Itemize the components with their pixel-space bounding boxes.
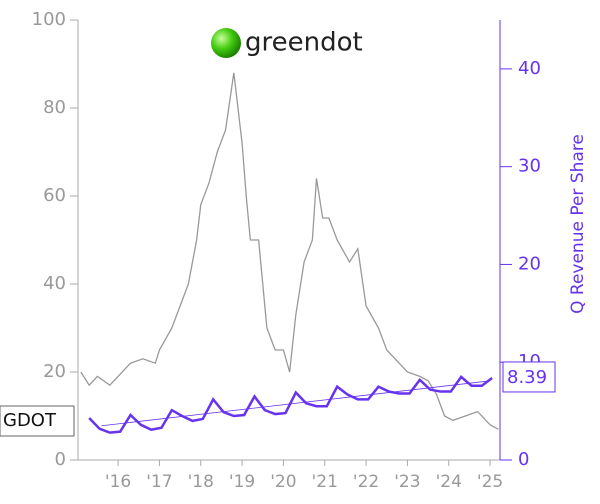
last-value-label: 8.39 — [507, 367, 547, 388]
logo-text: greendot — [245, 28, 363, 58]
y-tick-label: 20 — [43, 361, 66, 382]
y-tick-label: 100 — [32, 9, 66, 30]
series-line — [80, 72, 499, 430]
y2-axis-label: Q Revenue Per Share — [568, 134, 588, 314]
logo-icon — [211, 28, 241, 58]
x-tick-label: '20 — [270, 472, 296, 492]
y-tick-label: 40 — [43, 273, 66, 294]
y-tick-label: 80 — [43, 97, 66, 118]
y2-tick-label: 0 — [518, 449, 529, 470]
x-tick-label: '16 — [105, 472, 131, 492]
y-tick-label: 60 — [43, 185, 66, 206]
last-value-box — [502, 361, 556, 393]
y2-tick-label: 30 — [518, 156, 541, 177]
ticker-box — [0, 405, 75, 437]
y2-tick-label: 20 — [518, 253, 541, 274]
x-tick-label: '24 — [436, 472, 462, 492]
x-tick-label: '19 — [229, 472, 255, 492]
x-tick-label: '21 — [312, 472, 338, 492]
x-tick-label: '23 — [394, 472, 420, 492]
y2-tick-label: 40 — [518, 58, 541, 79]
x-tick-label: '17 — [146, 472, 172, 492]
series-line — [88, 375, 493, 434]
y-tick-label: 0 — [55, 449, 66, 470]
x-tick-label: '22 — [353, 472, 379, 492]
x-tick-label: '25 — [477, 472, 503, 492]
x-tick-label: '18 — [188, 472, 214, 492]
trend-line — [101, 380, 491, 427]
ticker-label: GDOT — [3, 410, 57, 431]
